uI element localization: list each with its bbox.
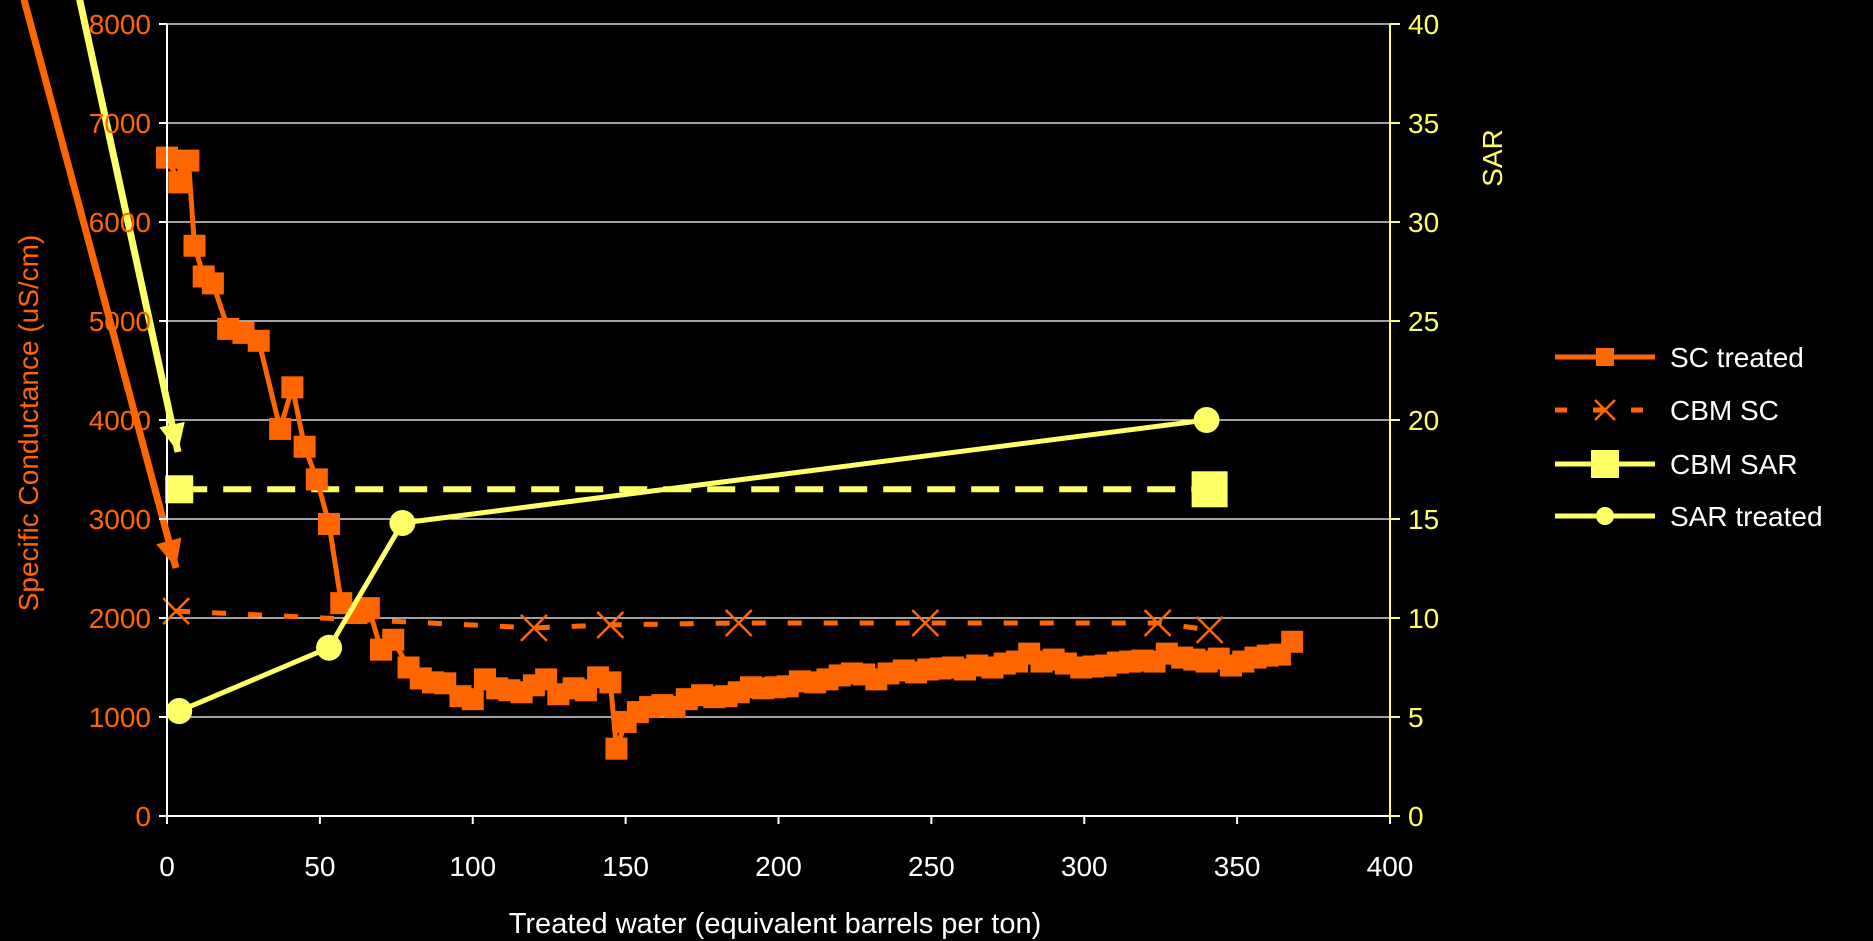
y-tick-label: 1000 — [89, 702, 151, 733]
y-tick-label: 6000 — [89, 207, 151, 238]
y-axis-left-label: Specific Conductance (uS/cm) — [13, 235, 44, 612]
data-point-square — [201, 272, 224, 295]
y2-tick-label: 30 — [1408, 207, 1439, 238]
data-point-square — [168, 171, 191, 194]
x-tick-label: 350 — [1214, 851, 1261, 882]
data-point-square — [605, 737, 628, 760]
y-tick-label: 7000 — [89, 108, 151, 139]
data-point-square — [293, 435, 316, 458]
data-point-x — [911, 609, 940, 637]
data-point-square — [1191, 471, 1228, 508]
arrow-shaft — [20, 0, 180, 569]
legend-marker — [1596, 507, 1614, 525]
arrow-head — [159, 421, 185, 452]
arrow-sc — [20, 0, 182, 569]
data-point-square — [382, 628, 405, 651]
series-sar-treated — [166, 407, 1220, 725]
data-point-square — [165, 475, 194, 504]
data-point-x — [1195, 615, 1224, 644]
y2-tick-label: 10 — [1408, 603, 1439, 634]
x-tick-label: 150 — [602, 851, 649, 882]
legend-item: SC treated — [1555, 342, 1804, 373]
series-line — [178, 417, 1207, 714]
y-tick-label: 3000 — [89, 504, 151, 535]
x-tick-label: 250 — [908, 851, 955, 882]
series-cbm-sc — [162, 597, 1224, 644]
data-point-square — [357, 597, 380, 620]
x-tick-label: 300 — [1061, 851, 1108, 882]
legend-item: CBM SC — [1555, 395, 1779, 426]
data-point-square — [318, 512, 341, 535]
x-tick-label: 400 — [1367, 851, 1414, 882]
y2-tick-label: 35 — [1408, 108, 1439, 139]
data-point-square — [247, 329, 270, 352]
y2-tick-label: 15 — [1408, 504, 1439, 535]
legend-item: CBM SAR — [1555, 449, 1798, 480]
y-tick-label: 2000 — [89, 603, 151, 634]
legend-label: CBM SC — [1670, 395, 1779, 426]
data-point-circle — [389, 509, 416, 536]
x-tick-label: 50 — [304, 851, 335, 882]
y2-tick-label: 20 — [1408, 405, 1439, 436]
y-tick-label: 4000 — [89, 405, 151, 436]
data-point-square — [305, 468, 328, 491]
annotation-arrows — [20, 0, 185, 569]
y-tick-label: 0 — [135, 801, 151, 832]
data-point-circle — [1193, 407, 1220, 433]
x-tick-label: 200 — [755, 851, 802, 882]
arrow-head — [156, 537, 182, 568]
y2-tick-label: 40 — [1408, 9, 1439, 40]
series-layer — [156, 146, 1304, 760]
legend: SC treated CBM SC CBM SAR SAR treated — [1555, 342, 1823, 532]
legend-marker — [1596, 348, 1614, 366]
data-point-square — [177, 149, 200, 172]
legend-item: SAR treated — [1555, 501, 1823, 532]
data-point-square — [269, 417, 292, 440]
x-axis-label: Treated water (equivalent barrels per to… — [509, 908, 1041, 940]
data-point-x — [596, 611, 625, 639]
x-tick-label: 0 — [159, 851, 175, 882]
data-point-square — [1281, 630, 1304, 653]
y2-tick-label: 0 — [1408, 801, 1424, 832]
arrow-sar — [76, 0, 185, 453]
data-point-square — [461, 688, 484, 711]
data-point-x — [520, 614, 548, 642]
arrow-shaft — [76, 0, 182, 453]
y-tick-label: 5000 — [89, 306, 151, 337]
data-point-x — [1143, 609, 1172, 637]
legend-label: CBM SAR — [1670, 449, 1798, 480]
data-point-x — [724, 609, 753, 637]
legend-label: SAR treated — [1670, 501, 1823, 532]
x-tick-label: 100 — [449, 851, 496, 882]
data-point-circle — [316, 634, 343, 661]
y2-tick-label: 25 — [1408, 306, 1439, 337]
y-tick-label: 8000 — [89, 9, 151, 40]
legend-marker — [1594, 399, 1616, 421]
tick-labels: 0 50 100 150 200 250 300 350 4000100020003000400… — [89, 9, 1439, 882]
y-axis-right-label: SAR — [1477, 129, 1508, 187]
legend-marker — [1591, 450, 1619, 478]
legend-label: SC treated — [1670, 342, 1804, 373]
data-point-square — [599, 671, 622, 694]
series-sc-treated — [156, 146, 1304, 760]
y2-tick-label: 5 — [1408, 702, 1424, 733]
data-point-circle — [166, 698, 193, 725]
data-point-square — [281, 376, 304, 399]
series-cbm-sar — [165, 471, 1228, 508]
data-point-square — [183, 234, 206, 257]
